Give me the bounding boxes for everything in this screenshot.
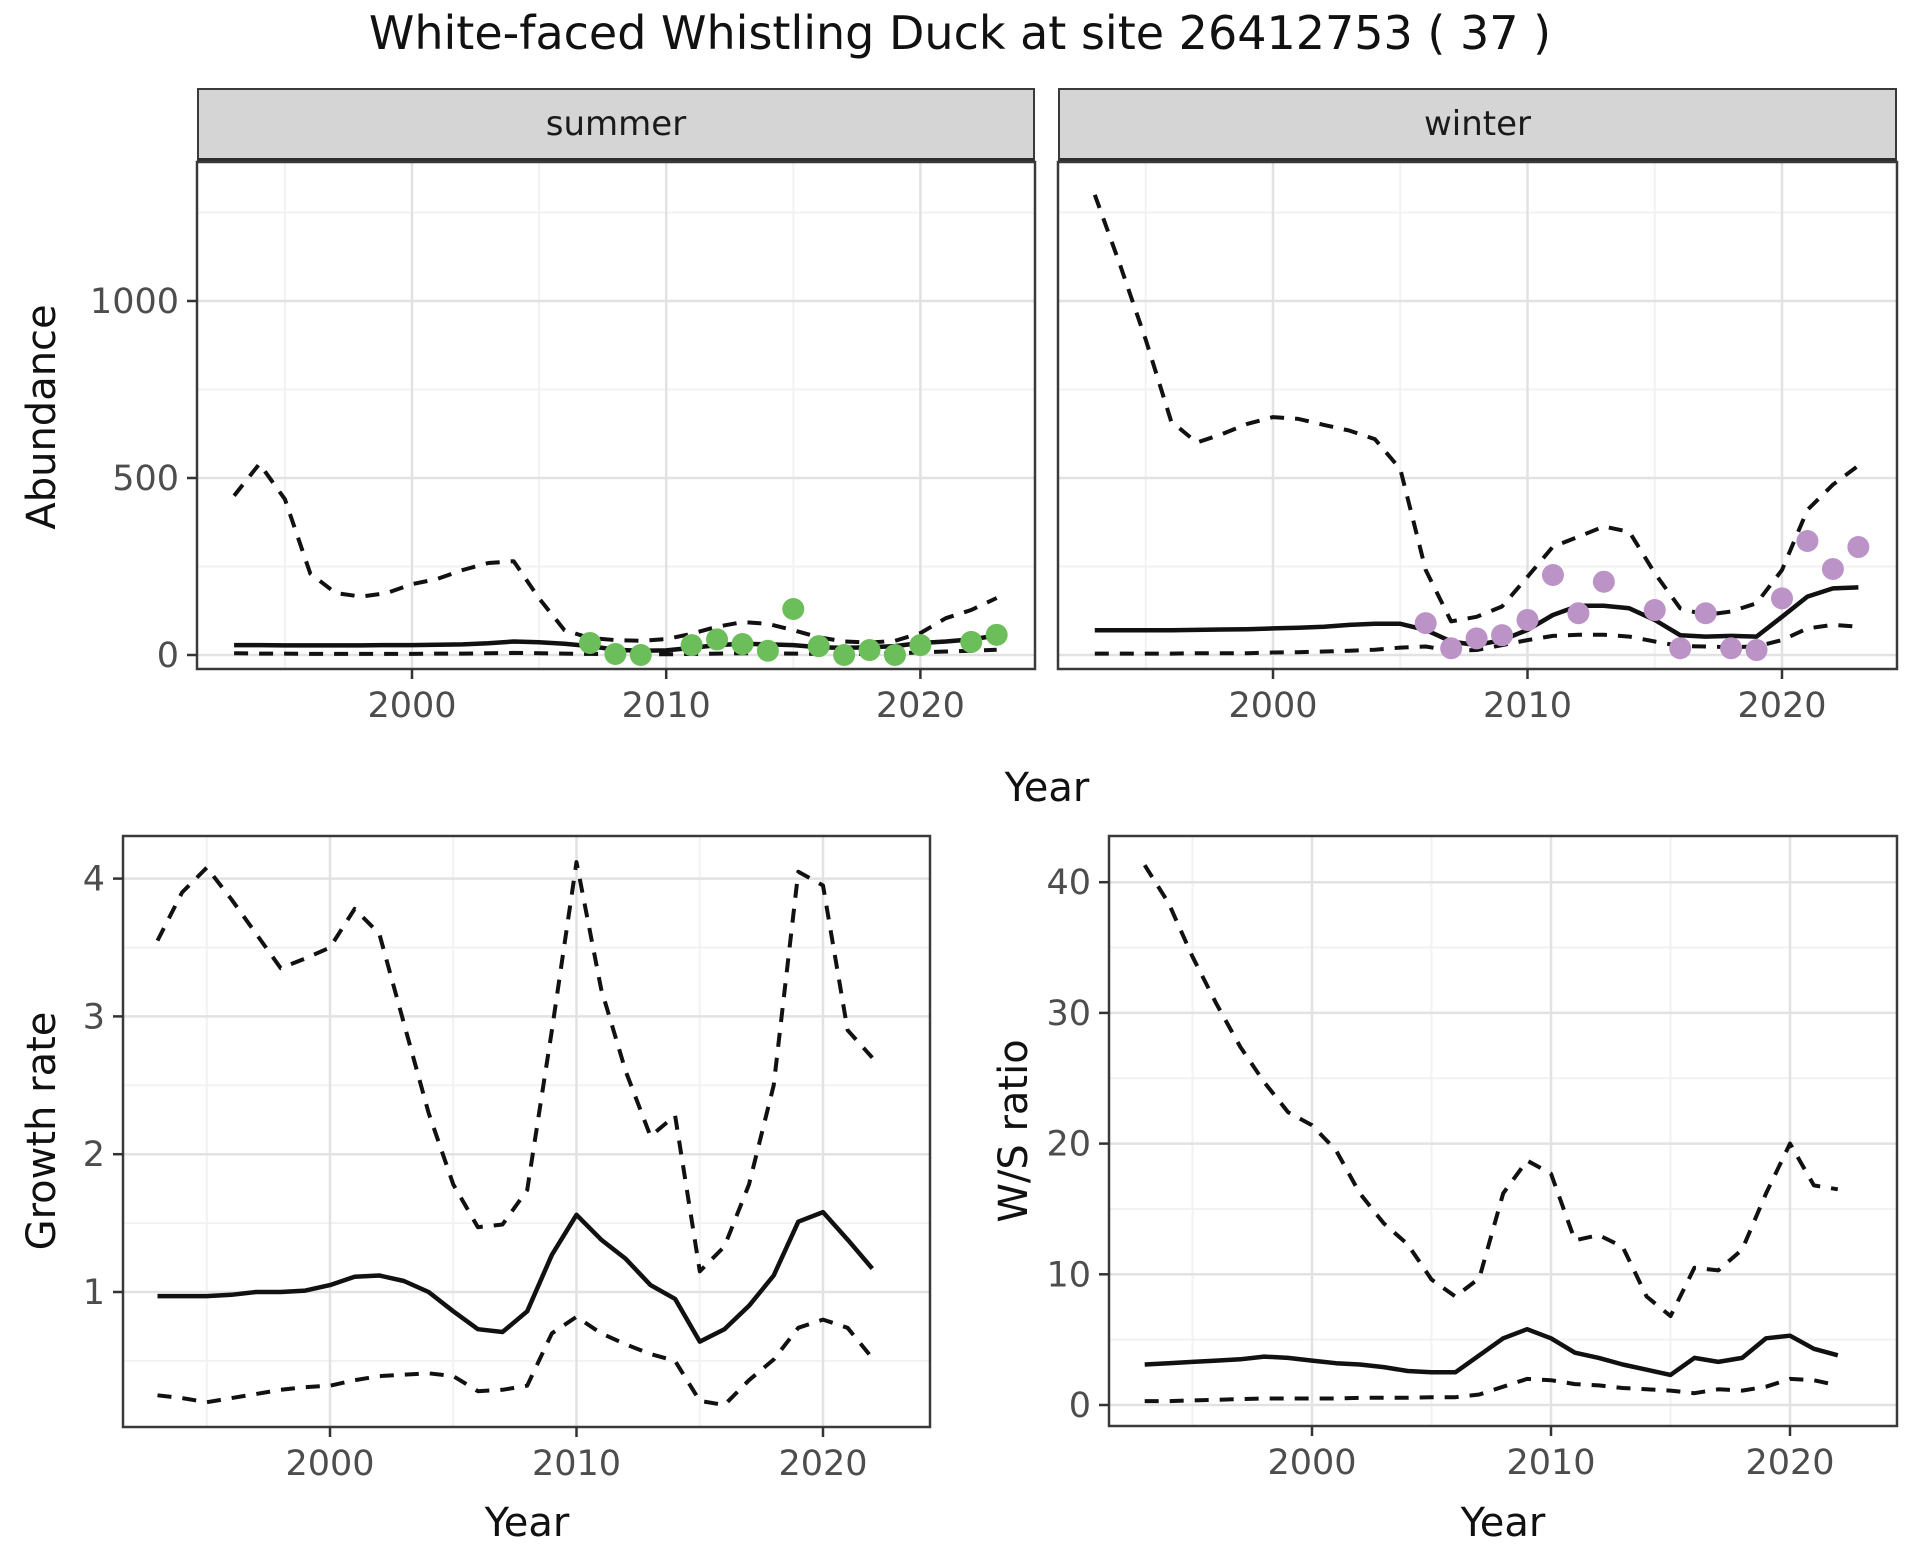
svg-text:2010: 2010: [1483, 686, 1572, 726]
svg-text:3: 3: [83, 997, 105, 1037]
svg-text:30: 30: [1046, 994, 1091, 1034]
y-axis-label-abundance: Abundance: [19, 304, 65, 530]
svg-text:2000: 2000: [1267, 1443, 1356, 1483]
facet-strip-winter: winter: [1058, 88, 1897, 162]
svg-text:0: 0: [1069, 1386, 1091, 1426]
svg-text:20: 20: [1046, 1125, 1091, 1165]
svg-text:40: 40: [1046, 863, 1091, 903]
svg-text:2000: 2000: [367, 686, 456, 726]
svg-text:1000: 1000: [90, 282, 179, 322]
x-axis-label-abundance: Year: [1004, 765, 1090, 811]
svg-text:2010: 2010: [622, 686, 711, 726]
abundance-summer-panel: 2000 2010 2020 0 500 1000: [90, 160, 1037, 726]
svg-text:2020: 2020: [778, 1444, 867, 1484]
facet-strip-winter-label: winter: [1423, 104, 1532, 144]
svg-text:2: 2: [83, 1135, 105, 1175]
svg-text:10: 10: [1046, 1255, 1091, 1295]
growth-rate-panel: 2000 2010 2020 1 2 3 4: [83, 834, 932, 1484]
page-title: White-faced Whistling Duck at site 26412…: [368, 6, 1552, 60]
facet-strip-summer: summer: [197, 88, 1035, 162]
svg-text:2020: 2020: [1745, 1443, 1834, 1483]
svg-text:0: 0: [157, 636, 179, 676]
svg-text:2020: 2020: [876, 686, 965, 726]
ws-ratio-panel: 2000 2010 2020 0 10 20 30 40: [1046, 834, 1899, 1483]
svg-text:2000: 2000: [285, 1444, 374, 1484]
svg-text:2010: 2010: [1506, 1443, 1595, 1483]
svg-text:2010: 2010: [532, 1444, 621, 1484]
facet-strip-summer-label: summer: [545, 104, 687, 144]
svg-text:500: 500: [112, 459, 179, 499]
svg-text:1: 1: [83, 1273, 105, 1313]
abundance-winter-panel: 2000 2010 2020: [1056, 160, 1899, 726]
x-axis-label-ws: Year: [1460, 1500, 1546, 1546]
x-axis-label-growth: Year: [484, 1500, 570, 1546]
svg-text:2000: 2000: [1228, 686, 1317, 726]
svg-text:4: 4: [83, 860, 105, 900]
svg-text:2020: 2020: [1737, 686, 1826, 726]
